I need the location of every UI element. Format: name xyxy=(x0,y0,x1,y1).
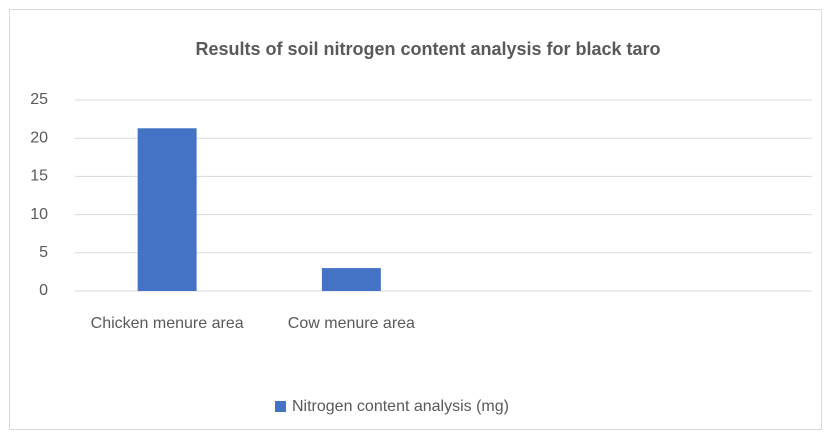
legend-swatch xyxy=(275,401,286,412)
x-tick-label: Chicken menure area xyxy=(90,315,244,332)
x-tick-label: Cow menure area xyxy=(287,315,415,332)
y-tick-label: 0 xyxy=(39,282,48,299)
chart-border xyxy=(9,9,822,430)
y-tick-label: 15 xyxy=(30,168,48,185)
bar xyxy=(137,128,197,291)
bar xyxy=(321,268,381,291)
y-tick-label: 5 xyxy=(39,244,48,261)
y-tick-label: 20 xyxy=(30,129,48,146)
y-tick-label: 10 xyxy=(30,206,48,223)
y-tick-label: 25 xyxy=(30,91,48,108)
chart-title: Results of soil nitrogen content analysi… xyxy=(195,39,660,59)
legend-label: Nitrogen content analysis (mg) xyxy=(292,398,509,415)
